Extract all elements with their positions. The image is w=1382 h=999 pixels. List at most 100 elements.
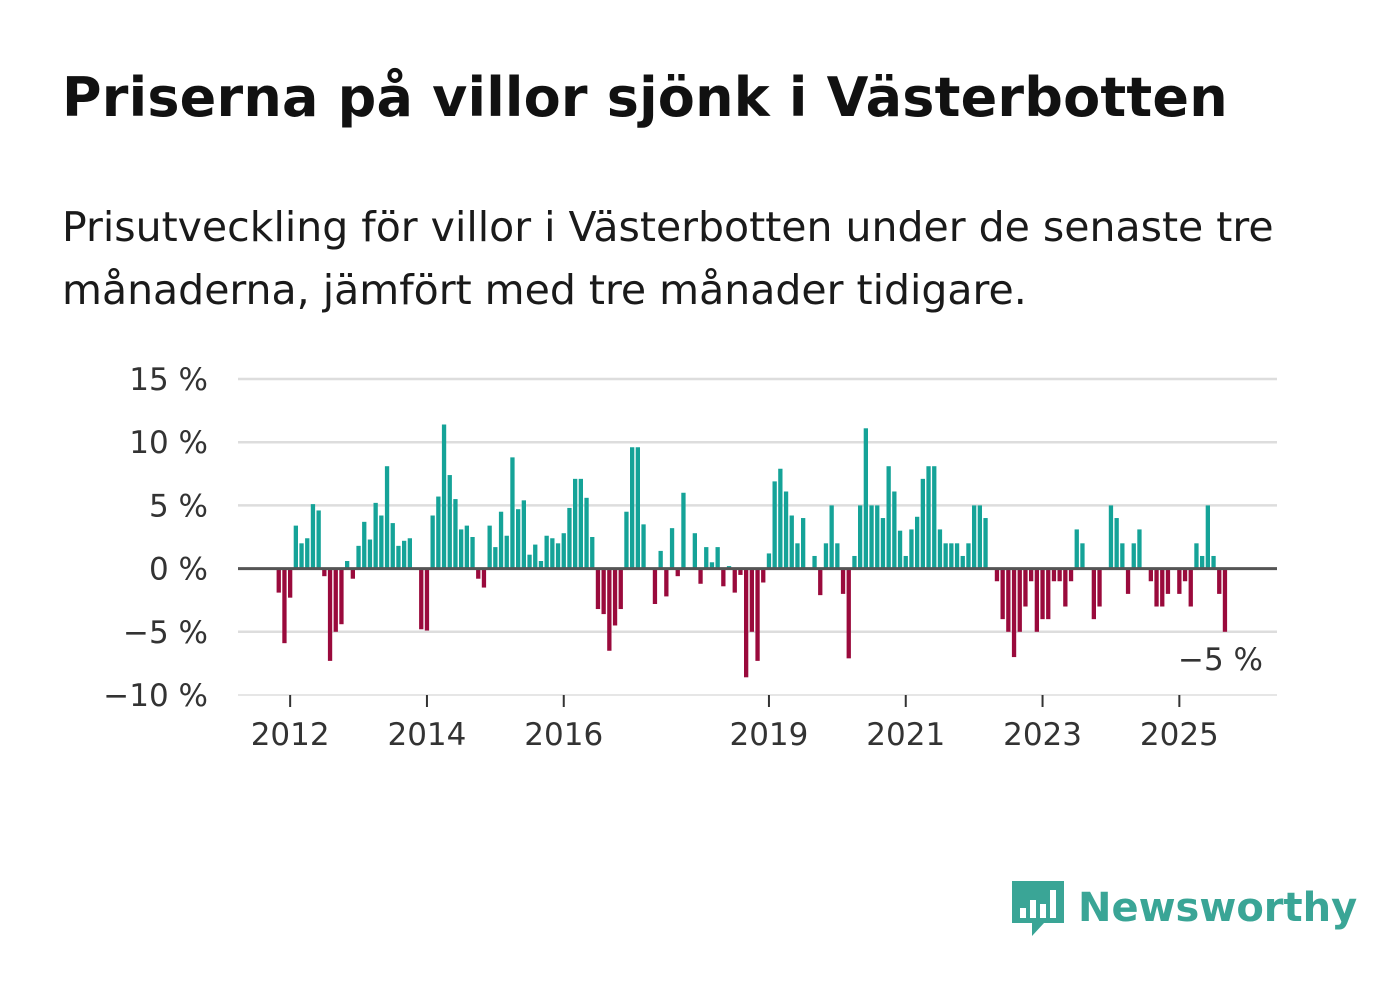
bar [533, 544, 538, 569]
y-tick-label: −10 % [103, 678, 208, 714]
bar [567, 507, 572, 569]
bar [738, 568, 743, 575]
bar [1137, 529, 1142, 569]
bar [1200, 555, 1205, 569]
bar [1091, 568, 1096, 620]
bar [1108, 505, 1114, 569]
bar [709, 562, 715, 569]
bar [1114, 518, 1119, 569]
bar [1011, 568, 1017, 658]
bar [544, 535, 549, 569]
bar [527, 554, 532, 569]
bar [778, 468, 783, 569]
bar [949, 543, 954, 569]
bar [322, 568, 327, 577]
bar [1057, 568, 1062, 582]
bar [1194, 543, 1199, 569]
bar [305, 538, 310, 569]
bar [920, 478, 925, 569]
bar [1131, 543, 1136, 569]
bar [1068, 568, 1074, 582]
bars [276, 424, 1228, 678]
bar [1154, 568, 1159, 607]
bar [550, 538, 555, 569]
bar [379, 515, 384, 569]
bar [1182, 568, 1188, 582]
bar [835, 543, 840, 569]
bar [504, 535, 509, 569]
bar [675, 568, 680, 577]
bar [487, 525, 492, 569]
bar [1006, 568, 1011, 632]
chart-subtitle: Prisutveckling för villor i Västerbotten… [62, 203, 1274, 314]
bar [1000, 568, 1005, 620]
bar [293, 525, 298, 569]
bar [601, 568, 606, 615]
bar [578, 478, 583, 569]
bar [732, 568, 737, 593]
bar [521, 500, 526, 569]
bar [630, 447, 635, 569]
bar [288, 568, 293, 598]
bar [407, 538, 412, 569]
bar [481, 568, 487, 588]
bar [436, 496, 441, 569]
bar [744, 568, 749, 678]
bar [1188, 568, 1193, 607]
bar [858, 505, 863, 569]
bar [795, 543, 800, 569]
bar [635, 447, 640, 569]
bar [812, 555, 817, 569]
newsworthy-logo-icon [1012, 881, 1064, 936]
bar [937, 529, 943, 569]
bar [903, 555, 908, 569]
bar [327, 568, 333, 661]
bar [310, 504, 316, 569]
bar [886, 466, 891, 569]
bar [869, 505, 874, 569]
bar [681, 492, 686, 569]
bar [1063, 568, 1068, 607]
bar [538, 561, 544, 569]
bar [402, 540, 407, 569]
bar [698, 568, 703, 584]
bar [1205, 505, 1210, 569]
last-value-label: −5 % [1178, 642, 1263, 678]
bar [749, 568, 754, 632]
bar [966, 543, 971, 569]
x-tick-label: 2016 [524, 717, 603, 753]
bar [476, 568, 481, 579]
bar [994, 568, 1000, 582]
bar [1222, 568, 1228, 632]
bar [715, 547, 720, 569]
bar [624, 511, 629, 569]
bar [510, 457, 515, 569]
bar [960, 555, 965, 569]
bar [829, 505, 834, 569]
bar [470, 537, 475, 569]
bar [493, 547, 498, 569]
bar [595, 568, 601, 610]
bar [977, 505, 982, 569]
bar [430, 515, 435, 569]
bar [1177, 568, 1182, 594]
bar [641, 524, 646, 569]
bar [652, 568, 658, 604]
grid-lines [238, 377, 1277, 696]
bar [498, 511, 504, 569]
bar [801, 518, 806, 569]
x-tick-label: 2019 [729, 717, 808, 753]
bar [618, 568, 623, 610]
bar [584, 497, 589, 569]
bar [362, 521, 367, 569]
bar [373, 502, 378, 569]
bar [766, 553, 772, 569]
bar [1120, 543, 1125, 569]
bar [692, 533, 697, 569]
bar [721, 568, 726, 587]
bar [350, 568, 355, 579]
bar [852, 555, 857, 569]
bar [396, 545, 401, 569]
y-tick-label: 0 % [149, 552, 208, 588]
bar [943, 543, 948, 569]
